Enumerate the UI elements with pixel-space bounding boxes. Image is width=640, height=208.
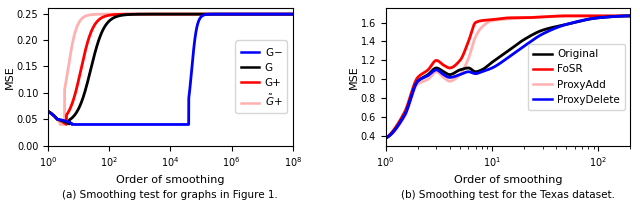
Legend: Original, FoSR, ProxyAdd, ProxyDelete: Original, FoSR, ProxyAdd, ProxyDelete	[528, 44, 625, 110]
Y-axis label: MSE: MSE	[349, 65, 359, 89]
X-axis label: Order of smoothing: Order of smoothing	[116, 175, 225, 185]
Text: (a) Smoothing test for graphs in Figure 1.: (a) Smoothing test for graphs in Figure …	[63, 189, 278, 199]
Y-axis label: MSE: MSE	[5, 65, 15, 89]
Text: (b) Smoothing test for the Texas dataset.: (b) Smoothing test for the Texas dataset…	[401, 189, 615, 199]
X-axis label: Order of smoothing: Order of smoothing	[454, 175, 563, 185]
Legend: G$-$, G, G+, $\tilde{G}$+: G$-$, G, G+, $\tilde{G}$+	[236, 40, 287, 114]
